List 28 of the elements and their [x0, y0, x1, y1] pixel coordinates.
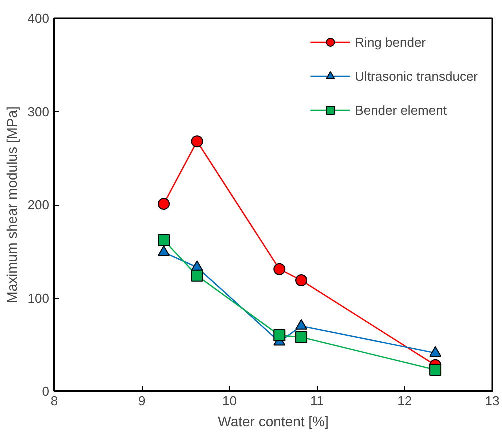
y-tick-label: 100 — [28, 290, 50, 306]
x-tick-label: 12 — [398, 394, 412, 408]
point — [296, 319, 308, 330]
point — [158, 234, 170, 246]
legend-label: Ultrasonic transducer — [355, 68, 478, 84]
point — [274, 330, 286, 342]
point — [191, 136, 204, 148]
x-tick-label: 9 — [138, 394, 146, 408]
point — [296, 274, 308, 287]
point — [158, 246, 170, 256]
point — [158, 198, 170, 210]
point — [430, 346, 442, 357]
y-tick-label: 300 — [28, 104, 50, 120]
y-tick-label: 0 — [42, 384, 50, 399]
x-tick-label: 10 — [222, 394, 237, 408]
legend-label: Bender element — [355, 102, 447, 118]
x-tick-label: 13 — [485, 394, 500, 408]
point — [274, 263, 286, 276]
legend-label: Ring bender — [355, 34, 426, 50]
x-axis-title: Water content [%] — [218, 414, 329, 430]
x-tick-label: 11 — [310, 394, 324, 408]
y-axis-title: Maximum shear modulus [MPa] — [4, 106, 20, 304]
y-tick-label: 200 — [28, 198, 50, 212]
x-tick-label: 8 — [50, 394, 58, 408]
point — [296, 331, 308, 344]
y-tick-label: 400 — [28, 11, 50, 26]
point — [191, 270, 204, 282]
point — [430, 364, 442, 376]
